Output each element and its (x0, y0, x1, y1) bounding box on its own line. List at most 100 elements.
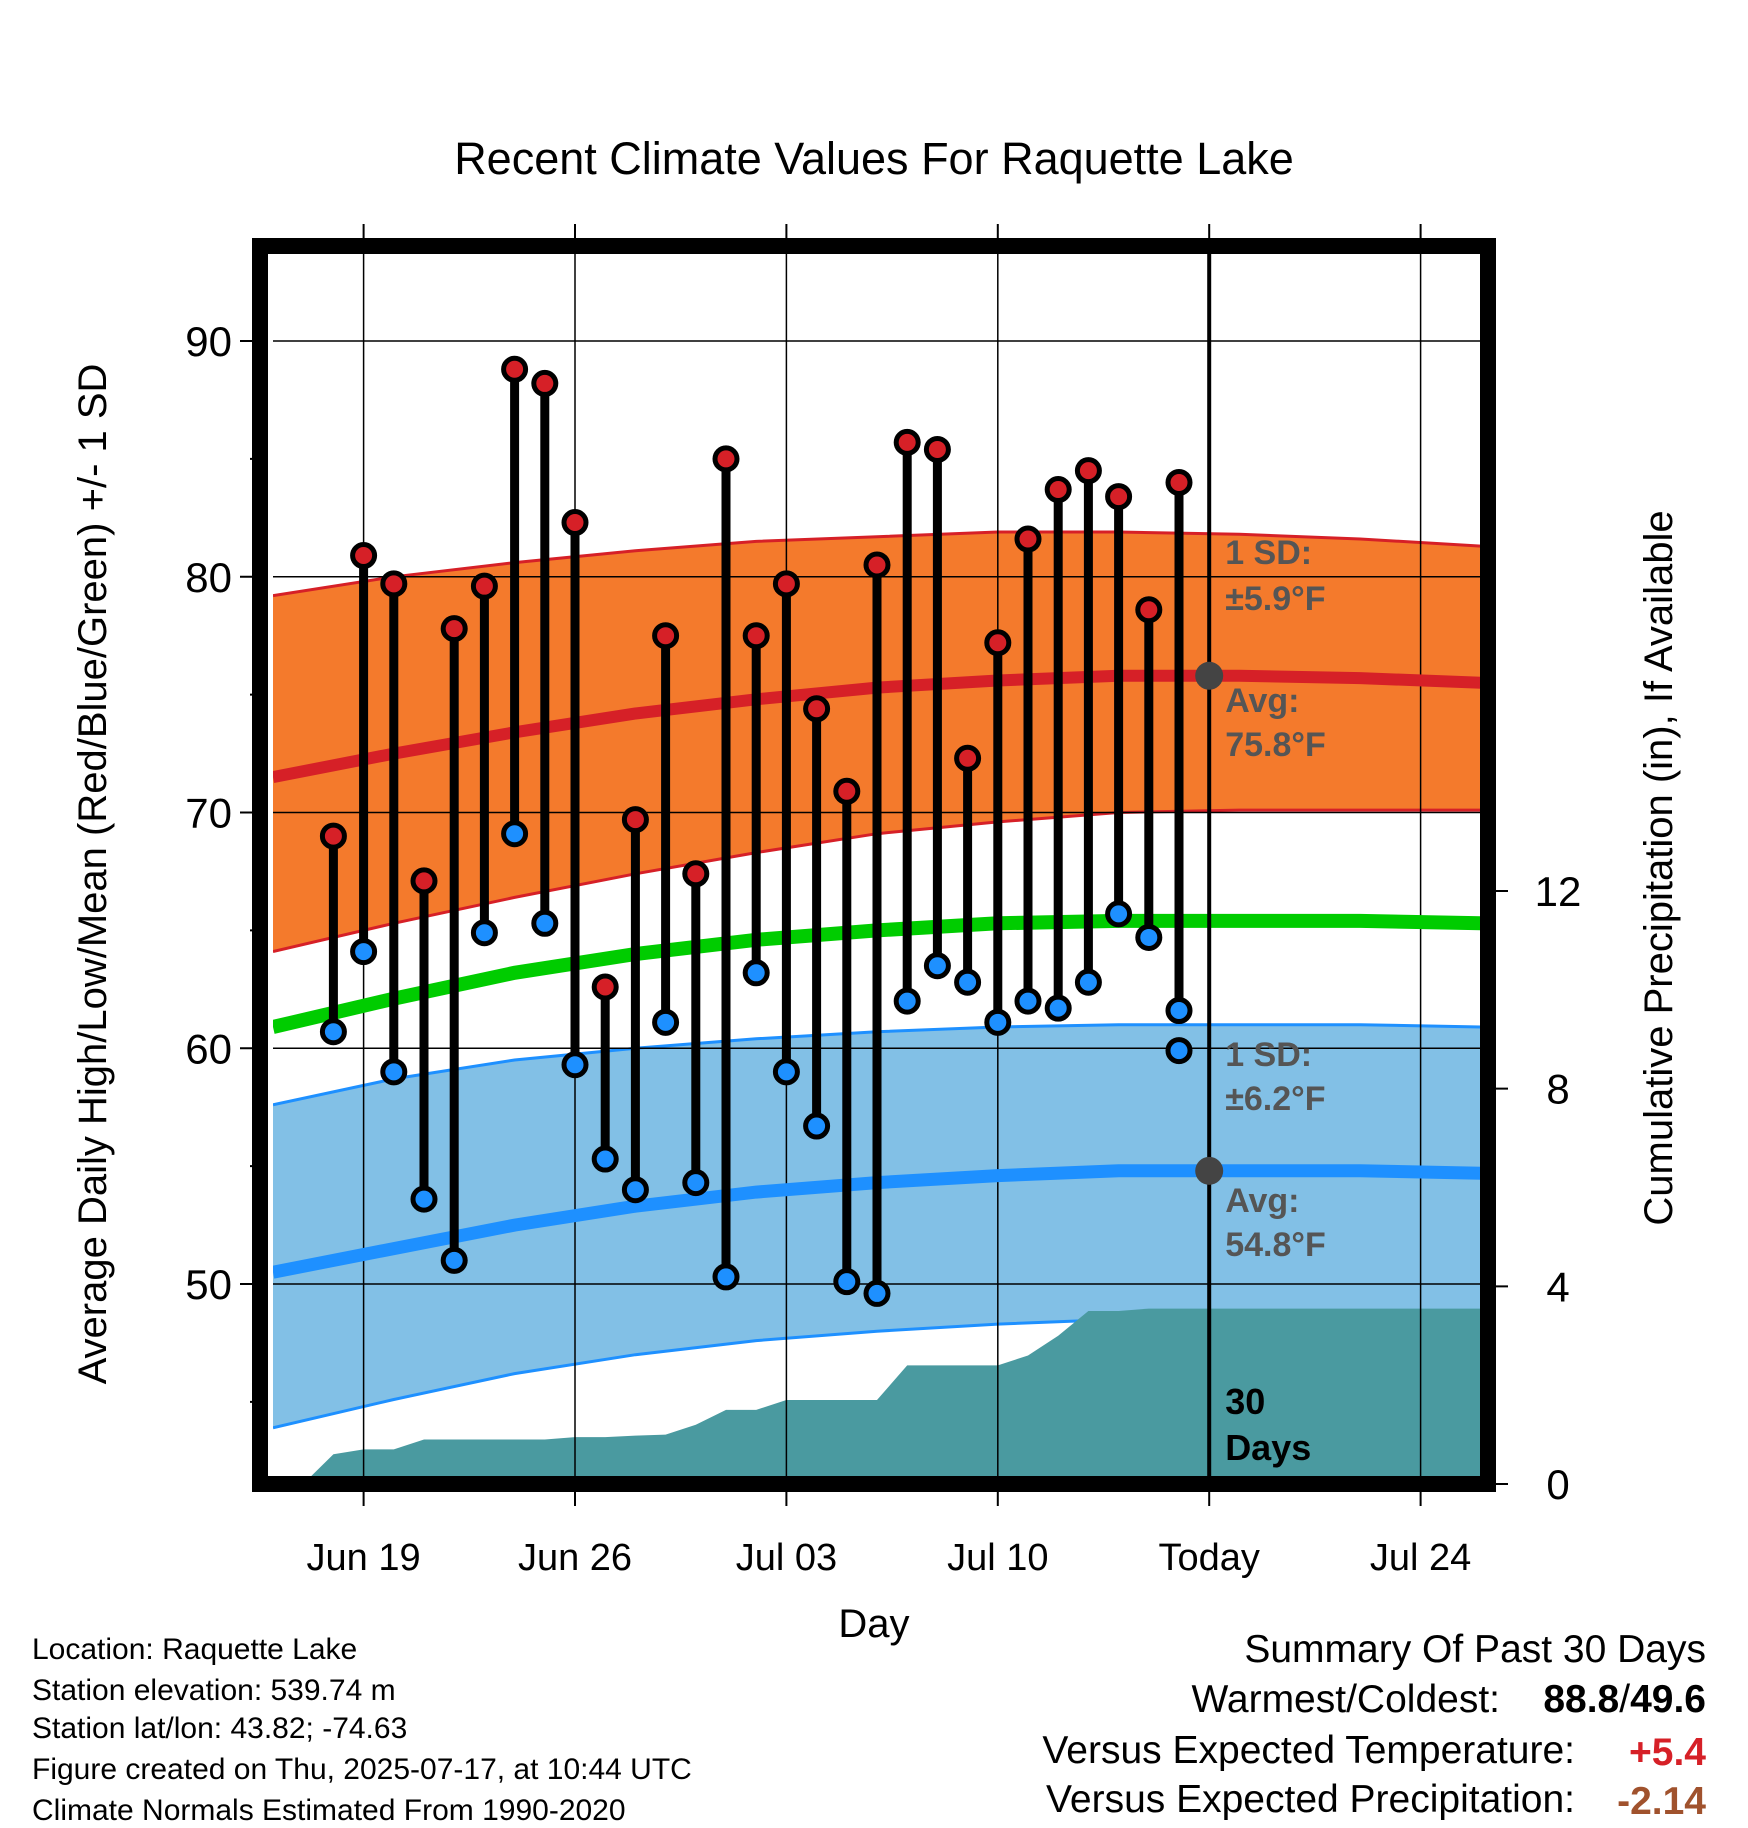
summary-precip-label: Versus Expected Precipitation: (1046, 1778, 1575, 1821)
y-axis-label: Average Daily High/Low/Mean (Red/Blue/Gr… (71, 364, 115, 1385)
info-created: Figure created on Thu, 2025-07-17, at 10… (32, 1753, 692, 1786)
daily-low-point (954, 968, 982, 996)
high-sd-upper-line (273, 530, 1481, 598)
today-low-avg-marker (1195, 1156, 1224, 1185)
daily-high-point (350, 542, 378, 570)
precip-area (303, 1308, 1481, 1484)
station-info: Location: Raquette Lake Station elevatio… (32, 1633, 692, 1827)
annotation-days-label: Days (1225, 1427, 1311, 1468)
daily-high-point (561, 509, 589, 537)
x-tick-label: Jul 10 (947, 1537, 1048, 1579)
daily-high-point (923, 435, 951, 463)
daily-low-point (712, 1263, 740, 1291)
x-tick-label: Jun 19 (307, 1537, 421, 1579)
daily-low-point (984, 1008, 1012, 1036)
x-tick-label: Today (1158, 1537, 1259, 1579)
x-tick-label: Jul 03 (736, 1537, 837, 1579)
y2-tick-label: 4 (1546, 1263, 1569, 1310)
y-tick-label: 80 (185, 554, 232, 601)
daily-low-point (591, 1145, 619, 1173)
y-tick-label: 50 (185, 1261, 232, 1308)
daily-high-point (682, 860, 710, 888)
annotation-days-count: 30 (1225, 1381, 1265, 1422)
daily-low-point (772, 1058, 800, 1086)
daily-high-point (1014, 525, 1042, 553)
daily-high-point (984, 629, 1012, 657)
daily-low-point (531, 909, 559, 937)
daily-high-point (319, 822, 347, 850)
daily-high-point (440, 615, 468, 643)
annotation-high-sd-value: ±5.9°F (1225, 580, 1325, 618)
y-tick-label: 70 (185, 790, 232, 837)
summary-warmest: 88.8 (1543, 1678, 1619, 1721)
summary-temp-label: Versus Expected Temperature: (1042, 1729, 1575, 1772)
y2-tick-label: 8 (1546, 1066, 1569, 1113)
plot-frame (252, 238, 1496, 1492)
daily-low-point (803, 1112, 831, 1140)
info-location: Location: Raquette Lake (32, 1633, 357, 1666)
annotation-high-sd-label: 1 SD: (1225, 534, 1312, 572)
daily-high-point (1165, 468, 1193, 496)
daily-low-point (319, 1018, 347, 1046)
x-tick-label: Jul 24 (1370, 1537, 1471, 1579)
summary-coldest: 49.6 (1630, 1678, 1706, 1721)
annotation-low-sd-label: 1 SD: (1225, 1036, 1312, 1074)
plot-interior: 1 SD: ±5.9°F Avg: 75.8°F 1 SD: ±6.2°F Avg: 54.8… (273, 246, 1481, 1484)
y-tick-label: 90 (185, 318, 232, 365)
daily-high-point (772, 570, 800, 598)
daily-high-point (380, 570, 408, 598)
daily-low-point (863, 1279, 891, 1307)
daily-low-point (350, 938, 378, 966)
annotation-low-avg-label: Avg: (1225, 1182, 1299, 1220)
daily-low-point (410, 1185, 438, 1213)
daily-high-point (803, 695, 831, 723)
annotation-low-avg-value: 54.8°F (1225, 1226, 1326, 1264)
y2-axis-label: Cumulative Precipitation (in), If Availa… (1637, 510, 1681, 1225)
y2-tick-label: 0 (1546, 1461, 1569, 1508)
plot-area: 1 SD: ±5.9°F Avg: 75.8°F 1 SD: ±6.2°F Avg: 54.8… (185, 224, 1581, 1579)
daily-high-point (501, 355, 529, 383)
daily-low-point (742, 959, 770, 987)
daily-high-point (470, 572, 498, 600)
daily-high-point (893, 428, 921, 456)
summary-warm-cold-value: 88.8/49.6 (1543, 1678, 1706, 1721)
daily-low-point (380, 1058, 408, 1086)
daily-high-point (954, 744, 982, 772)
daily-high-point (712, 445, 740, 473)
info-normals: Climate Normals Estimated From 1990-2020 (32, 1794, 626, 1827)
daily-low-point (1135, 923, 1163, 951)
y2-tick-label: 12 (1535, 868, 1582, 915)
info-elevation: Station elevation: 539.74 m (32, 1674, 396, 1707)
daily-high-point (742, 622, 770, 650)
summary-warm-cold-label: Warmest/Coldest: (1192, 1678, 1500, 1721)
annotation-high-avg-value: 75.8°F (1225, 726, 1326, 764)
daily-high-point (833, 777, 861, 805)
daily-low-point (561, 1051, 589, 1079)
chart-title: Recent Climate Values For Raquette Lake (454, 133, 1294, 184)
daily-low-point (470, 919, 498, 947)
daily-low-point (1014, 987, 1042, 1015)
daily-low-point (501, 820, 529, 848)
summary-temp-value: +5.4 (1629, 1731, 1706, 1774)
summary-precip-value: -2.14 (1617, 1780, 1706, 1823)
daily-high-point (621, 806, 649, 834)
daily-high-point (591, 973, 619, 1001)
daily-low-point (1074, 968, 1102, 996)
daily-low-point (682, 1169, 710, 1197)
daily-low-point (1044, 994, 1072, 1022)
y-tick-label: 60 (185, 1025, 232, 1072)
daily-low-point (1165, 1037, 1193, 1065)
daily-low-point (440, 1246, 468, 1274)
daily-high-point (1074, 457, 1102, 485)
daily-low-point (652, 1008, 680, 1036)
daily-low-point (1105, 900, 1133, 928)
daily-high-point (1105, 483, 1133, 511)
daily-low-point (833, 1268, 861, 1296)
annotation-high-avg-label: Avg: (1225, 682, 1299, 720)
summary-panel: Summary Of Past 30 Days Warmest/Coldest:… (1042, 1628, 1706, 1823)
today-high-avg-marker (1195, 661, 1224, 690)
daily-low-point (893, 987, 921, 1015)
x-axis-label: Day (838, 1602, 909, 1646)
daily-high-point (1135, 596, 1163, 624)
